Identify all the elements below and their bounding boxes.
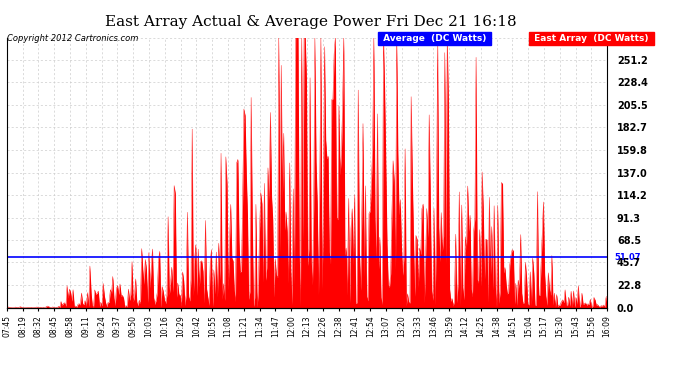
Text: East Array Actual & Average Power Fri Dec 21 16:18: East Array Actual & Average Power Fri De… — [105, 15, 516, 29]
Text: 51.07: 51.07 — [614, 253, 640, 262]
Text: East Array  (DC Watts): East Array (DC Watts) — [531, 34, 652, 43]
Text: Average  (DC Watts): Average (DC Watts) — [380, 34, 489, 43]
Text: 51.07: 51.07 — [0, 244, 3, 270]
Text: Copyright 2012 Cartronics.com: Copyright 2012 Cartronics.com — [7, 34, 138, 43]
